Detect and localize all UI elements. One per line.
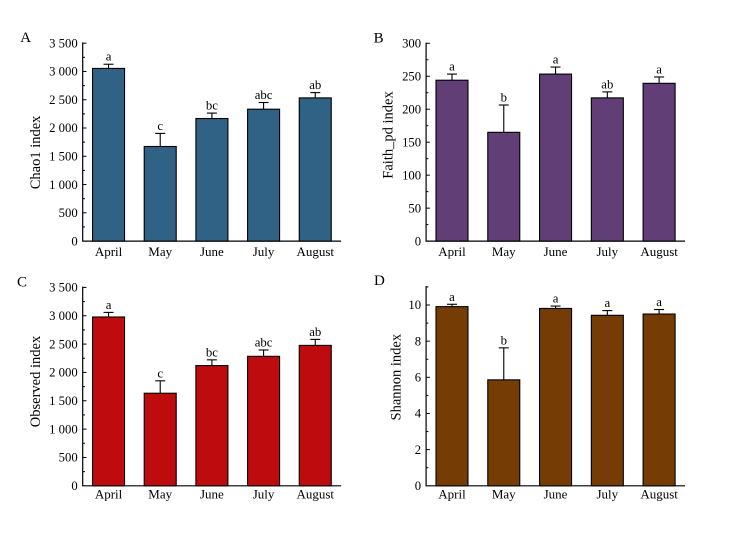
svg-text:April: April (95, 244, 123, 259)
svg-text:April: April (95, 486, 123, 501)
svg-text:4: 4 (415, 407, 422, 421)
svg-text:July: July (596, 244, 618, 259)
svg-text:3 000: 3 000 (49, 309, 78, 323)
svg-text:a: a (106, 298, 112, 312)
svg-text:a: a (106, 50, 112, 64)
svg-text:August: August (296, 486, 334, 501)
svg-text:abc: abc (255, 335, 273, 349)
svg-text:Shannon index: Shannon index (388, 333, 404, 420)
svg-text:a: a (553, 53, 559, 67)
svg-text:c: c (157, 366, 163, 380)
svg-text:a: a (449, 290, 455, 304)
svg-text:May: May (492, 244, 516, 259)
svg-text:300: 300 (402, 37, 421, 51)
svg-text:August: August (296, 244, 334, 259)
svg-text:3 500: 3 500 (49, 36, 78, 50)
svg-text:abc: abc (255, 88, 273, 102)
svg-text:1 000: 1 000 (49, 178, 78, 192)
svg-text:1 500: 1 500 (49, 394, 78, 408)
svg-text:B: B (374, 30, 384, 46)
svg-text:July: July (596, 486, 618, 501)
svg-text:May: May (148, 244, 172, 259)
svg-text:2 500: 2 500 (49, 93, 78, 107)
svg-text:a: a (553, 292, 559, 306)
svg-text:2 500: 2 500 (49, 337, 78, 351)
svg-text:June: June (544, 486, 568, 501)
svg-text:June: June (200, 486, 224, 501)
svg-text:0: 0 (71, 479, 77, 493)
svg-text:D: D (374, 273, 385, 289)
svg-text:August: August (640, 244, 678, 259)
svg-text:Faith_pd index: Faith_pd index (380, 91, 396, 179)
svg-text:August: August (640, 486, 678, 501)
svg-text:8: 8 (415, 334, 421, 348)
svg-text:3 000: 3 000 (49, 65, 78, 79)
svg-text:ab: ab (601, 77, 613, 91)
svg-text:July: July (253, 244, 275, 259)
svg-text:bc: bc (206, 345, 218, 359)
svg-text:200: 200 (402, 102, 421, 116)
svg-text:April: April (438, 486, 466, 501)
svg-text:50: 50 (408, 201, 421, 215)
svg-text:1 500: 1 500 (49, 149, 78, 163)
svg-text:10: 10 (408, 298, 421, 312)
svg-text:a: a (604, 296, 610, 310)
svg-text:June: June (544, 244, 568, 259)
svg-text:6: 6 (415, 371, 421, 385)
svg-text:b: b (501, 91, 507, 105)
svg-text:a: a (656, 295, 662, 309)
svg-text:July: July (253, 486, 275, 501)
svg-text:2 000: 2 000 (49, 121, 78, 135)
svg-text:b: b (501, 333, 507, 347)
svg-text:a: a (656, 62, 662, 76)
svg-text:Observed index: Observed index (28, 335, 44, 427)
svg-text:1 000: 1 000 (49, 422, 78, 436)
svg-text:C: C (17, 274, 27, 290)
svg-text:Chao1 index: Chao1 index (28, 115, 44, 189)
svg-text:2 000: 2 000 (49, 366, 78, 380)
svg-text:ab: ab (309, 78, 321, 92)
svg-text:April: April (438, 244, 466, 259)
svg-text:June: June (200, 244, 224, 259)
svg-text:bc: bc (206, 99, 218, 113)
svg-text:0: 0 (415, 479, 421, 493)
svg-text:a: a (449, 60, 455, 74)
svg-text:0: 0 (71, 234, 77, 248)
svg-text:100: 100 (402, 168, 421, 182)
svg-text:ab: ab (309, 325, 321, 339)
svg-text:May: May (492, 486, 516, 501)
svg-text:150: 150 (402, 135, 421, 149)
svg-text:500: 500 (59, 451, 78, 465)
svg-text:A: A (20, 30, 31, 46)
svg-text:250: 250 (402, 69, 421, 83)
svg-text:3 500: 3 500 (49, 281, 78, 295)
svg-text:0: 0 (415, 234, 421, 248)
svg-text:c: c (157, 119, 163, 133)
svg-text:May: May (148, 486, 172, 501)
svg-text:500: 500 (59, 206, 78, 220)
svg-text:2: 2 (415, 443, 421, 457)
